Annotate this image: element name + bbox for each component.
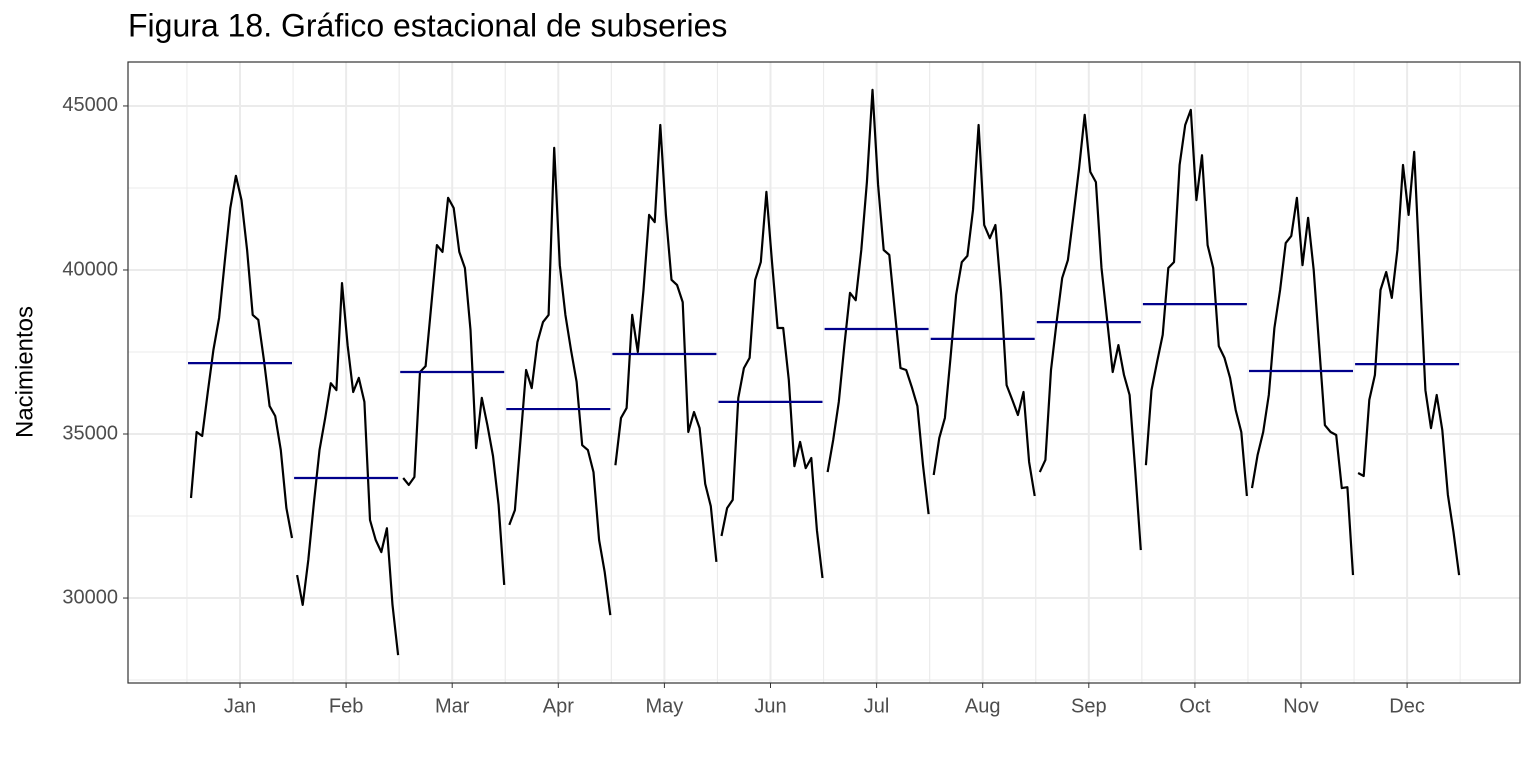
x-tick-label: Nov (1283, 695, 1319, 717)
subseries-line (1250, 196, 1355, 576)
x-tick-label: Aug (965, 695, 1001, 717)
x-tick-label: May (646, 695, 684, 717)
subseries-line (614, 123, 718, 563)
x-tick-label: Jan (224, 695, 256, 717)
subseries-line (720, 190, 824, 579)
plot-border (127, 61, 1521, 684)
y-axis-label: Nacimientos (11, 306, 38, 438)
subseries-line (1144, 108, 1248, 497)
y-tick-label: 35000 (62, 422, 118, 444)
subseries-line (932, 123, 1036, 497)
subseries-line (508, 146, 612, 616)
chart-title: Figura 18. Gráfico estacional de subseri… (128, 7, 727, 43)
x-tick-label: Apr (543, 695, 574, 717)
x-tick-label: Feb (329, 695, 363, 717)
subseries-line (1357, 150, 1461, 576)
y-tick-label: 40000 (62, 258, 118, 280)
x-tick-label: Oct (1179, 695, 1211, 717)
y-tick-label: 30000 (62, 586, 118, 608)
x-tick-label: Mar (435, 695, 470, 717)
x-tick-label: Sep (1071, 695, 1107, 717)
x-tick-label: Dec (1389, 695, 1425, 717)
subseries-line (189, 174, 294, 539)
y-tick-label: 45000 (62, 94, 118, 116)
subseries-line (296, 282, 400, 656)
x-tick-label: Jul (864, 695, 890, 717)
subseries-line (826, 88, 930, 515)
x-tick-label: Jun (754, 695, 786, 717)
